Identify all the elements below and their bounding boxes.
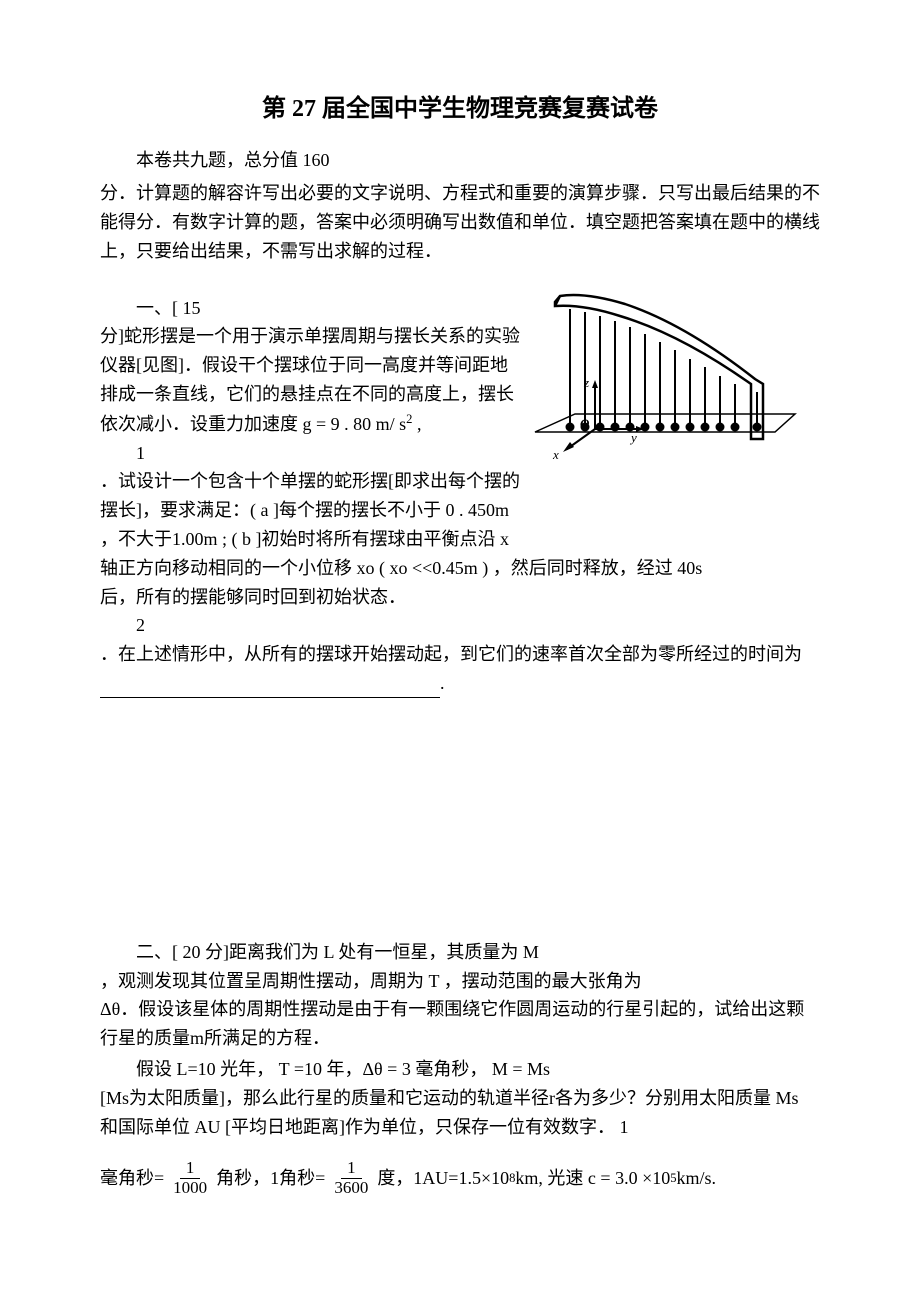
- problem1-text6-wrap: ．在上述情形中，从所有的摆球开始摆动起，到它们的速率首次全部为零所经过的时间为.: [100, 640, 820, 698]
- p1-t1: 分]蛇形摆是一个用于演示单摆周期与摆长关系的实验仪器[见图]．假设干个摆球位于同…: [100, 326, 520, 433]
- formula-t3: 度，1AU=1.5×10: [377, 1164, 509, 1193]
- frac2-den: 3600: [328, 1179, 374, 1198]
- svg-text:x: x: [552, 447, 559, 462]
- problem1-text5: 后，所有的摆能够同时回到初始状态．: [100, 583, 820, 612]
- problem1-text1: 分]蛇形摆是一个用于演示单摆周期与摆长关系的实验仪器[见图]．假设干个摆球位于同…: [100, 322, 520, 438]
- formula-t1: 毫角秒=: [100, 1164, 164, 1193]
- frac2-num: 1: [341, 1159, 362, 1179]
- intro-line2: 分．计算题的解容许写出必要的文字说明、方程式和重要的演算步骤．只写出最后结果的不…: [100, 179, 820, 265]
- problem2-header: 二、[ 20 分]距离我们为 L 处有一恒星，其质量为 M: [100, 938, 820, 967]
- page-title: 第 27 届全国中学生物理竞赛复赛试卷: [100, 90, 820, 128]
- problem2-para2-2: [Ms为太阳质量]，那么此行星的质量和它运动的轨道半径r各为多少？分别用太阳质量…: [100, 1084, 820, 1142]
- problem2-text2: Δθ．假设该星体的周期性摆动是由于有一颗围绕它作圆周运动的行星引起的，试给出这颗…: [100, 995, 820, 1053]
- frac1-den: 1000: [167, 1179, 213, 1198]
- problem-2-section: 二、[ 20 分]距离我们为 L 处有一恒星，其质量为 M ，观测发现其位置呈周…: [100, 938, 820, 1198]
- p1-t1e: ,: [412, 414, 421, 434]
- problem1-text6: ．在上述情形中，从所有的摆球开始摆动起，到它们的速率首次全部为零所经过的时间为: [100, 644, 802, 664]
- problem1-period: .: [440, 673, 445, 693]
- formula-t4: km, 光速 c = 3.0 ×10: [515, 1164, 670, 1193]
- problem1-text2: ．试设计一个包含十个单摆的蛇形摆[即求出每个摆的摆长]，要求满足：( a ]每个…: [100, 467, 520, 525]
- problem1-text3: ，不大于1.00m ; ( b ]初始时将所有摆球由平衡点沿 x: [100, 525, 820, 554]
- fraction-1: 1 1000: [167, 1159, 213, 1197]
- formula-t5: km/s.: [677, 1164, 717, 1193]
- svg-text:z: z: [583, 375, 589, 390]
- problem2-text1: ，观测发现其位置呈周期性摆动，周期为 T ，摆动范围的最大张角为: [100, 967, 820, 996]
- answer-blank-line: [100, 697, 440, 698]
- frac1-num: 1: [180, 1159, 201, 1179]
- problem1-text4: 轴正方向移动相同的一个小位移 xo ( xo <<0.45m ) ，然后同时释放…: [100, 554, 820, 583]
- problem1-sub2: 2: [100, 611, 820, 640]
- problem2-para2-1: 假设 L=10 光年， T =10 年，Δθ = 3 毫角秒， M = Ms: [100, 1055, 820, 1084]
- svg-text:y: y: [629, 430, 637, 445]
- formula-t2: 角秒，1角秒=: [216, 1164, 325, 1193]
- problem2-formula-line: 毫角秒= 1 1000 角秒，1角秒= 1 3600 度，1AU=1.5×108…: [100, 1159, 820, 1197]
- pendulum-diagram: z y x O: [525, 284, 805, 474]
- fraction-2: 1 3600: [328, 1159, 374, 1197]
- svg-text:O: O: [580, 416, 590, 431]
- problem-1-section: z y x O 一、[ 15 分]蛇形摆是一个用于演示单摆周期与摆长关系的实验仪…: [100, 294, 820, 698]
- intro-line1: 本卷共九题，总分值 160: [100, 146, 820, 175]
